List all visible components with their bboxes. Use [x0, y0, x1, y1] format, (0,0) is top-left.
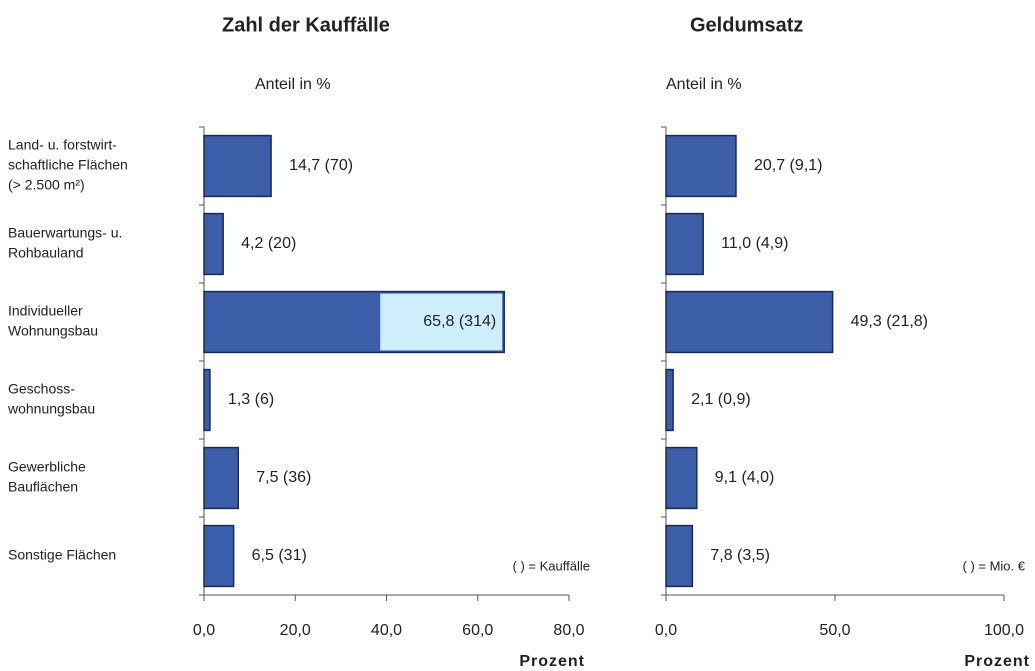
bar: [665, 446, 698, 510]
x-axis-label: Prozent: [964, 653, 1030, 670]
chart-title: Geldumsatz: [690, 14, 803, 36]
x-tick-label: 0,0: [655, 622, 677, 639]
x-tick-label: 100,0: [984, 622, 1024, 639]
category-label: schaftliche Flächen: [8, 157, 128, 173]
x-axis-label: Prozent: [519, 653, 585, 670]
bar: [665, 524, 694, 588]
value-label: 11,0 (4,9): [721, 235, 788, 252]
value-label: 6,5 (31): [252, 547, 307, 564]
bar: [665, 290, 834, 354]
bar: [203, 212, 224, 276]
value-label: 7,5 (36): [256, 469, 311, 486]
value-label: 65,8 (314): [423, 313, 496, 330]
subtitle: Anteil in %: [666, 76, 742, 93]
category-label: Individueller: [8, 303, 83, 319]
bar: [665, 368, 674, 432]
value-label: 14,7 (70): [289, 157, 353, 174]
category-label: wohnungsbau: [7, 401, 95, 417]
bar: [203, 446, 239, 510]
x-tick-label: 20,0: [280, 622, 311, 639]
subtitle: Anteil in %: [255, 76, 331, 93]
category-label: Bauerwartungs- u.: [8, 225, 122, 241]
chart-title: Zahl der Kauffälle: [222, 14, 390, 36]
value-label: 1,3 (6): [228, 391, 274, 408]
category-label: (> 2.500 m²): [8, 177, 85, 193]
category-label: Gewerbliche: [8, 459, 86, 475]
x-tick-label: 0,0: [193, 622, 215, 639]
value-label-bg: [380, 293, 503, 351]
value-label: 49,3 (21,8): [851, 313, 928, 330]
legend-note: ( ) = Kauffälle: [513, 558, 590, 573]
category-label: Wohnungsbau: [8, 323, 98, 339]
bar: [203, 368, 211, 432]
category-label: Geschoss-: [8, 381, 75, 397]
value-label: 2,1 (0,9): [691, 391, 751, 408]
value-label: 9,1 (4,0): [715, 469, 775, 486]
x-tick-label: 50,0: [819, 622, 850, 639]
x-tick-label: 60,0: [462, 622, 493, 639]
x-tick-label: 40,0: [371, 622, 402, 639]
bar: [665, 134, 737, 198]
bar: [203, 524, 235, 588]
category-label: Bauflächen: [8, 479, 78, 495]
value-label: 20,7 (9,1): [754, 157, 822, 174]
value-label: 4,2 (20): [241, 235, 296, 252]
legend-note: ( ) = Mio. €: [963, 558, 1026, 573]
category-label: Rohbauland: [8, 245, 84, 261]
value-label: 7,8 (3,5): [710, 547, 770, 564]
bar: [665, 212, 704, 276]
x-tick-label: 80,0: [553, 622, 584, 639]
category-label: Land- u. forstwirt-: [8, 137, 117, 153]
bar: [203, 134, 272, 198]
category-label: Sonstige Flächen: [8, 547, 116, 563]
